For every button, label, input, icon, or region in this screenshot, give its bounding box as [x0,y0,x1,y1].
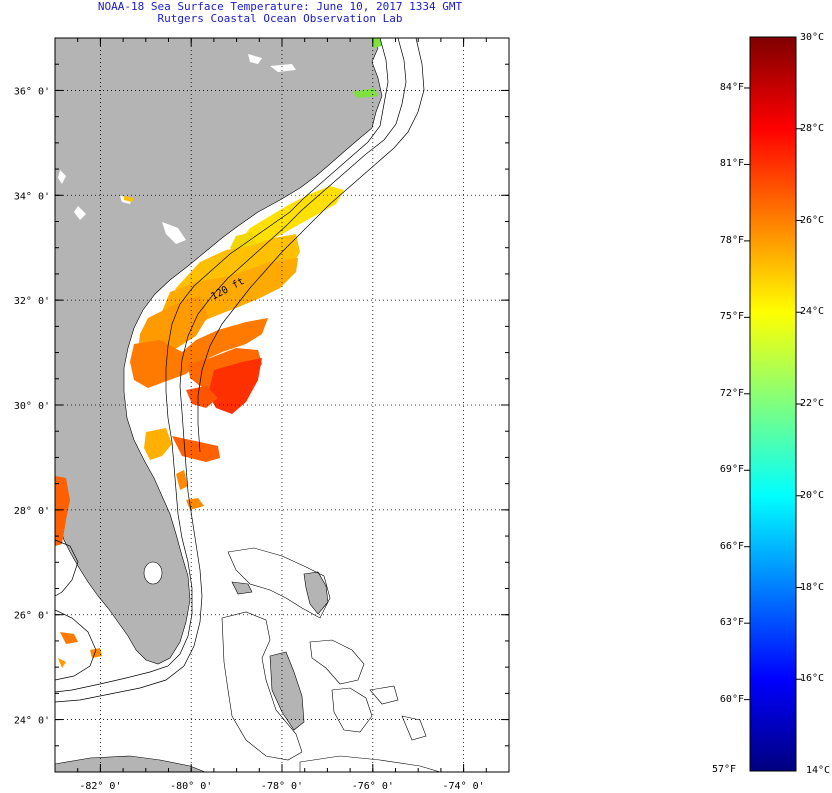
colorbar-fahrenheit-label: 78°F [719,234,744,246]
colorbar-celsius-label: 18°C [800,581,825,593]
lat-tick-label: 36° 0' [14,86,50,97]
land-cuba [55,755,206,772]
colorbar-ticks [744,87,802,701]
colorbar-fahrenheit-label: 66°F [719,540,744,552]
colorbar-max-celsius: 30°C [800,32,825,43]
colorbar-fahrenheit-label: 63°F [719,617,744,629]
colorbar [749,36,797,772]
lat-tick-label: 30° 0' [14,401,50,412]
colorbar-celsius-label: 28°C [800,122,825,134]
map-subtitle: Rutgers Coastal Ocean Observation Lab [157,12,403,25]
colorbar-fahrenheit-label: 72°F [719,387,744,399]
colorbar-celsius-label: 20°C [800,489,825,501]
lon-tick-label: -80° 0' [170,781,212,792]
sst-swaths [55,38,382,668]
lat-tick-label: 28° 0' [14,506,50,517]
axis-labels: 36° 0' 34° 0' 32° 0' 30° 0' 28° 0' 26° 0' 24° … [14,86,485,792]
colorbar-celsius-label: 26°C [800,214,825,226]
land-mainland [55,38,383,665]
lake-okeechobee [143,561,163,585]
lat-tick-label: 24° 0' [14,716,50,727]
lat-tick-label: 26° 0' [14,611,50,622]
colorbar-celsius-label: 16°C [800,673,825,685]
colorbar-fahrenheit-label: 75°F [719,311,744,323]
lat-tick-label: 32° 0' [14,296,50,307]
land-bahamas [231,571,329,731]
map-plot-area: 120 ft [55,38,441,772]
bathymetry-contours [55,38,425,703]
colorbar-celsius-label: 22°C [800,398,825,409]
colorbar-fahrenheit-label: 84°F [719,81,744,93]
colorbar-fahrenheit-label: 69°F [719,464,744,476]
bahamas-banks [221,547,441,772]
colorbar-fahrenheit-label: 60°F [719,693,744,705]
lon-tick-label: -82° 0' [79,781,121,792]
lon-tick-label: -76° 0' [352,781,394,792]
colorbar-min-fahrenheit: 57°F [712,764,737,775]
lon-tick-label: -74° 0' [443,781,485,792]
map-title: NOAA-18 Sea Surface Temperature: June 10… [97,0,463,13]
lat-tick-label: 34° 0' [14,191,50,202]
lon-tick-label: -78° 0' [261,781,303,792]
colorbar-min-celsius: 14°C [806,765,831,776]
colorbar-fahrenheit-label: 81°F [719,158,744,170]
colorbar-celsius-label: 24°C [800,306,825,318]
graticule [54,37,510,773]
